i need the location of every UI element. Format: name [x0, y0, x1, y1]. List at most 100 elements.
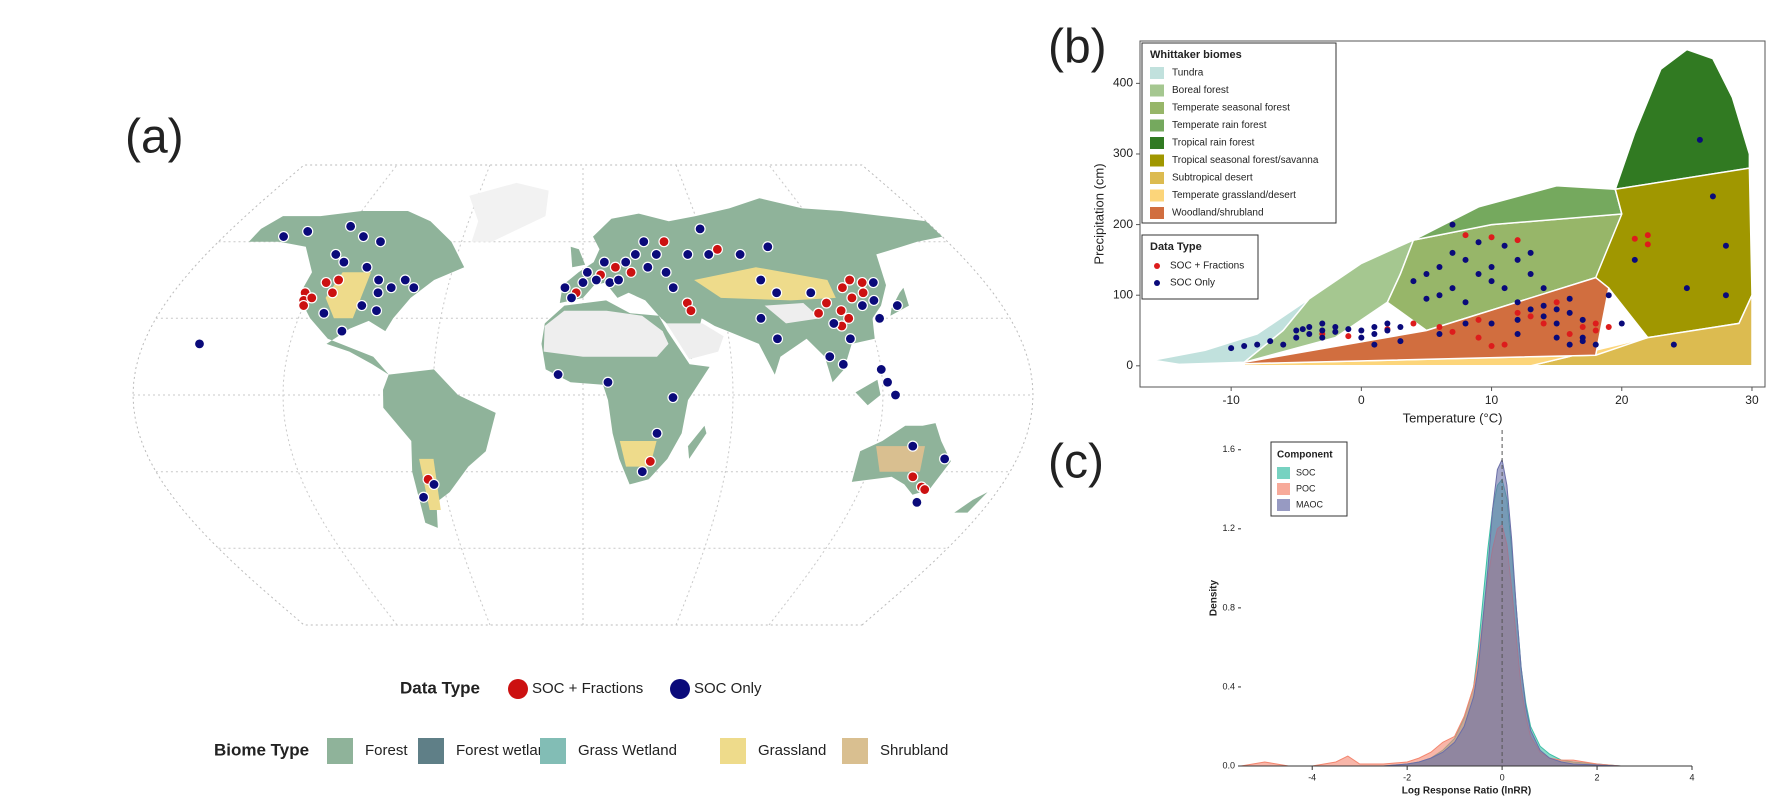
site-point	[338, 256, 350, 268]
legend-swatch	[1150, 172, 1164, 184]
data-point	[1475, 316, 1482, 323]
site-point	[685, 305, 697, 317]
data-point	[1228, 345, 1235, 352]
graticule	[282, 164, 398, 626]
site-point	[771, 287, 783, 299]
data-point	[1527, 313, 1534, 320]
legend-swatch	[1277, 499, 1290, 511]
data-point	[1462, 299, 1469, 306]
legend-box	[1141, 42, 1337, 224]
x-tick-label: 10	[1485, 393, 1499, 407]
legend-label: Temperate rain forest	[1172, 120, 1267, 131]
site-point	[846, 292, 858, 304]
land	[764, 303, 821, 324]
site-point	[820, 297, 833, 309]
site-point	[609, 261, 622, 273]
x-axis-label: Log Response Ratio (lnRR)	[1402, 786, 1531, 797]
data-point	[1501, 341, 1508, 348]
data-point	[1358, 327, 1365, 334]
land	[570, 246, 586, 268]
legend-swatch	[1150, 84, 1164, 97]
legend-box	[1141, 234, 1259, 300]
x-tick-label: -4	[1308, 772, 1316, 782]
data-point	[1514, 237, 1521, 244]
site-point	[762, 241, 774, 253]
site-point	[326, 287, 339, 299]
site-point	[891, 299, 903, 312]
site-point	[682, 248, 694, 261]
site-point	[552, 368, 564, 381]
site-point	[642, 261, 654, 273]
site-point	[399, 274, 411, 286]
site-point	[828, 317, 840, 330]
site-point	[428, 478, 440, 491]
legend-label: POC	[1296, 483, 1316, 493]
biome-region	[1614, 48, 1751, 191]
data-point	[1345, 326, 1352, 333]
legend-swatch	[1277, 483, 1290, 495]
site-point	[408, 282, 420, 294]
data-point	[1410, 278, 1417, 285]
site-point	[844, 274, 856, 286]
x-tick-label: 20	[1615, 393, 1629, 407]
site-point	[939, 453, 951, 465]
data-point	[1553, 299, 1560, 306]
y-tick-label: 0.4	[1222, 681, 1235, 691]
site-point	[837, 358, 849, 370]
data-point	[1449, 249, 1456, 256]
site-point	[857, 287, 869, 299]
site-point	[805, 287, 817, 299]
data-point	[1540, 285, 1547, 292]
data-point	[1319, 334, 1326, 341]
site-point	[755, 274, 767, 286]
site-point	[374, 236, 387, 248]
data-point	[1670, 341, 1677, 348]
data-point	[1527, 271, 1534, 278]
data-point	[1566, 331, 1573, 338]
legend-swatch	[1150, 119, 1164, 132]
data-point	[1371, 331, 1378, 338]
data-point	[1579, 334, 1586, 341]
site-point	[873, 312, 886, 324]
data-point	[1696, 136, 1703, 143]
site-point	[345, 220, 357, 232]
y-axis-label: Precipitation (cm)	[1091, 163, 1106, 264]
site-point	[278, 230, 290, 243]
data-point	[1553, 320, 1560, 327]
panel-label: (a)	[125, 111, 184, 164]
data-point	[1501, 242, 1508, 249]
data-point	[1553, 306, 1560, 313]
legend-label: SOC Only	[1170, 278, 1215, 289]
site-point	[636, 466, 648, 478]
data-point	[1345, 333, 1352, 340]
data-point	[1631, 256, 1638, 263]
data-point	[1449, 285, 1456, 292]
data-point	[1566, 309, 1573, 316]
site-point	[590, 274, 602, 286]
site-point	[812, 307, 825, 319]
data-point	[1436, 292, 1443, 299]
site-point	[612, 274, 625, 286]
data-point	[1540, 320, 1547, 327]
land	[876, 446, 925, 472]
site-point	[638, 236, 650, 248]
site-point	[320, 276, 332, 289]
legend-label: Tropical seasonal forest/savanna	[1172, 155, 1319, 166]
site-point	[417, 491, 430, 503]
legend-label: Boreal forest	[1172, 85, 1229, 96]
y-tick-label: 300	[1113, 146, 1133, 160]
data-point	[1488, 263, 1495, 270]
site-point	[193, 338, 206, 350]
data-point	[1566, 341, 1573, 348]
legend-title: Data Type	[400, 678, 480, 697]
data-point	[1514, 316, 1521, 323]
land	[469, 182, 549, 242]
site-point	[856, 276, 868, 289]
y-tick-label: 0.0	[1222, 760, 1235, 770]
legend-title: Data Type	[1150, 241, 1202, 253]
y-axis-label: Density	[1209, 580, 1220, 617]
data-point	[1527, 249, 1534, 256]
legend-swatch	[327, 738, 353, 764]
site-point	[907, 471, 919, 483]
